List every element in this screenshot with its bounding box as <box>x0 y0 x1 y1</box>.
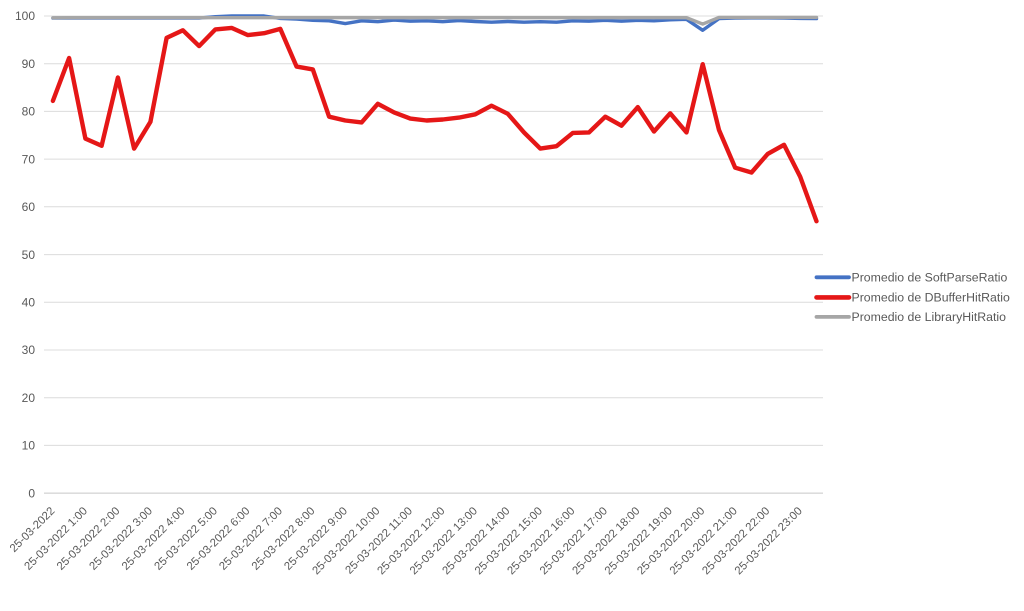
svg-text:40: 40 <box>22 296 36 310</box>
svg-text:90: 90 <box>22 57 36 71</box>
svg-text:Promedio de SoftParseRatio: Promedio de SoftParseRatio <box>852 271 1008 285</box>
svg-text:50: 50 <box>22 248 36 262</box>
svg-text:100: 100 <box>15 9 35 23</box>
svg-text:Promedio de LibraryHitRatio: Promedio de LibraryHitRatio <box>852 310 1007 324</box>
svg-text:60: 60 <box>22 200 36 214</box>
svg-text:30: 30 <box>22 343 36 357</box>
svg-text:Promedio de DBufferHitRatio: Promedio de DBufferHitRatio <box>852 291 1011 305</box>
svg-text:0: 0 <box>28 486 35 500</box>
svg-text:20: 20 <box>22 391 36 405</box>
svg-text:10: 10 <box>22 439 36 453</box>
svg-text:70: 70 <box>22 152 36 166</box>
svg-text:80: 80 <box>22 105 36 119</box>
